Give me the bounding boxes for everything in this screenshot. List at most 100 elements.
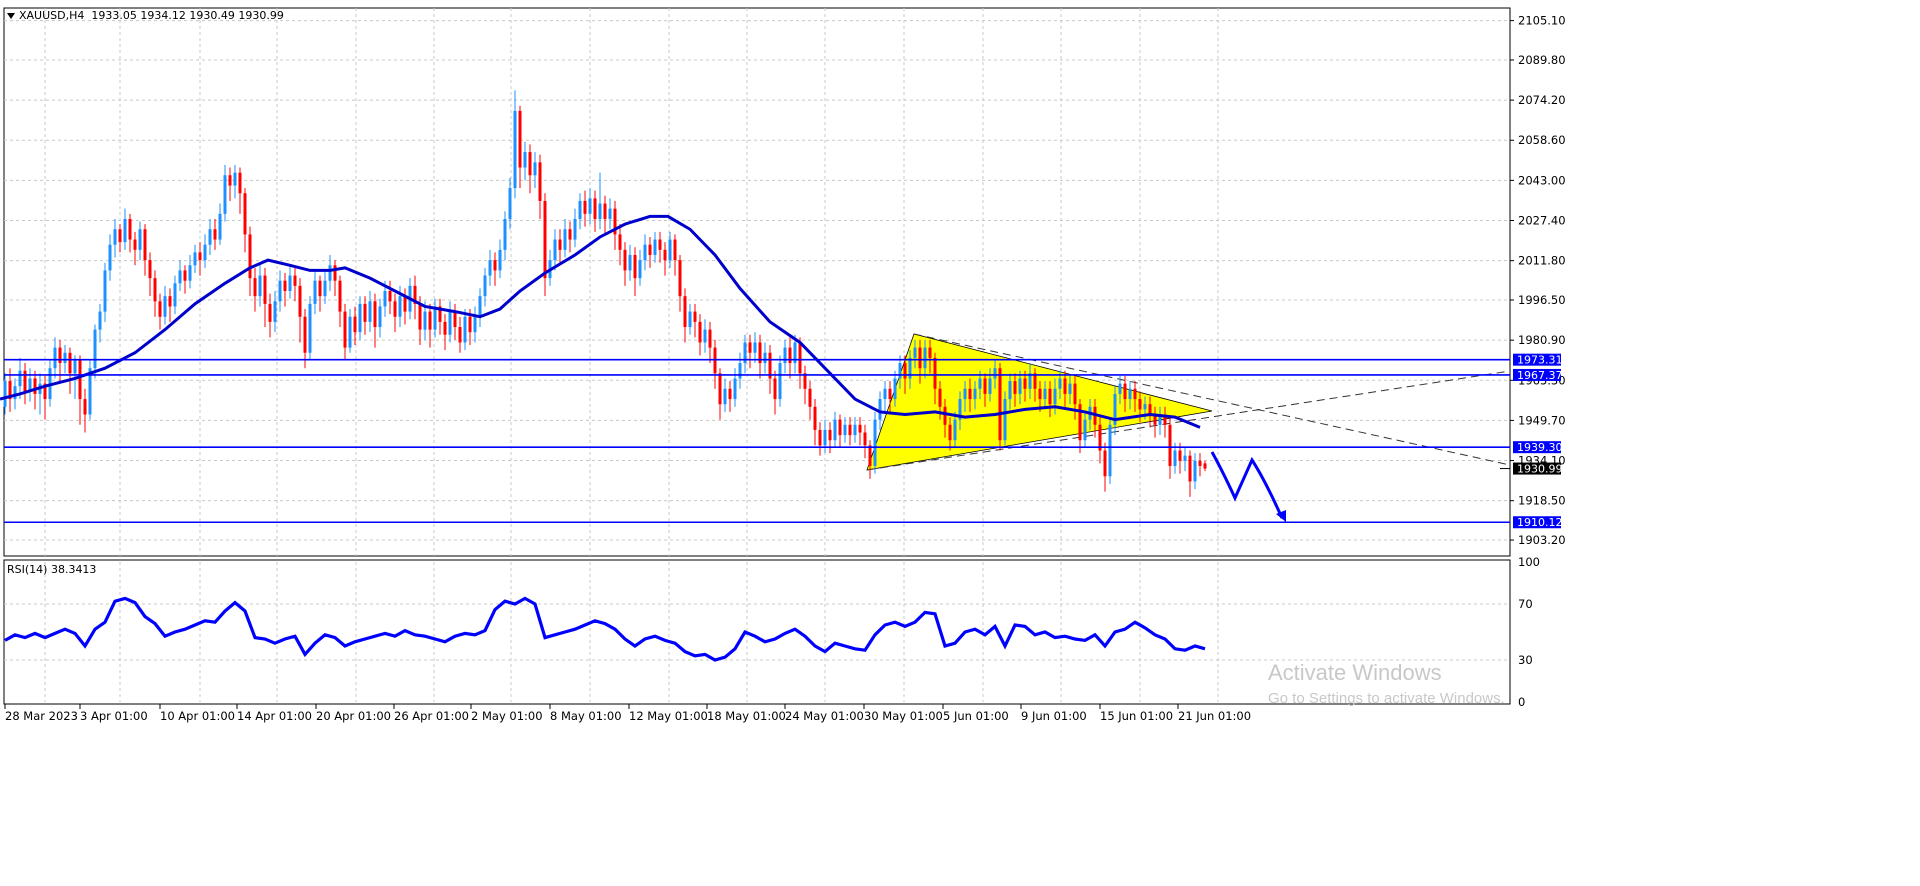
candle-body: [973, 388, 977, 400]
moving-average-line: [0, 214, 1201, 429]
candle-body: [788, 347, 792, 364]
candle-body: [343, 311, 347, 348]
candle-body: [1083, 419, 1087, 441]
candle-body: [1188, 455, 1192, 482]
projected-path-drawing[interactable]: [1210, 451, 1284, 519]
candle-body: [718, 373, 722, 405]
candle-body: [198, 252, 202, 261]
candle-body: [588, 198, 592, 214]
time-tick-label: 5 Jun 01:00: [943, 709, 1009, 723]
candle-body: [103, 270, 107, 312]
candle-body: [138, 229, 142, 250]
candle-body: [1123, 383, 1127, 400]
candle-body: [233, 172, 237, 186]
level-price-labels: 1973.31 1967.37 1939.30 1910.12 1930.99: [1500, 353, 1563, 529]
candle-body: [613, 208, 617, 235]
candle-body: [1173, 450, 1177, 466]
candle-body: [878, 399, 882, 420]
candle-body: [1033, 373, 1037, 389]
candle-body: [423, 311, 427, 330]
candle-body: [628, 254, 632, 271]
price-tick-label: 2027.40: [1518, 214, 1566, 228]
triangle-down-icon[interactable]: [7, 12, 15, 19]
candle-body: [608, 208, 612, 219]
candle-body: [1018, 378, 1022, 394]
level-label-box: [1513, 441, 1561, 454]
candle-body: [283, 280, 287, 292]
candle-body: [473, 316, 477, 333]
rsi-level-label: 100: [1518, 555, 1540, 569]
candle-body: [148, 260, 152, 279]
time-tick-label: 14 Apr 01:00: [237, 709, 312, 723]
candle-body: [1198, 460, 1202, 466]
lower-trendline[interactable]: [866, 370, 1511, 471]
candle-body: [43, 383, 47, 400]
candle-body: [458, 327, 462, 343]
candle-body: [623, 249, 627, 271]
candle-body: [903, 363, 907, 379]
candle-body: [383, 291, 387, 307]
candle-body: [133, 239, 137, 250]
candle-body: [693, 311, 697, 322]
candle-body: [88, 368, 92, 415]
candle-body: [938, 388, 942, 407]
candle-body: [403, 296, 407, 312]
candle-body: [123, 218, 127, 243]
candle-body: [1043, 388, 1047, 400]
candle-body: [388, 291, 392, 302]
candle-body: [738, 363, 742, 379]
candle-body: [223, 175, 227, 214]
candle-body: [358, 303, 362, 333]
candle-body: [1048, 388, 1052, 405]
candle-body: [728, 388, 732, 400]
candle-body: [213, 229, 217, 240]
candle-body: [763, 352, 767, 364]
candle-body: [923, 347, 927, 369]
level-label-box: [1513, 516, 1561, 529]
candle-body: [313, 280, 317, 304]
candle-body: [863, 432, 867, 446]
candle-body: [428, 311, 432, 330]
candle-body: [633, 254, 637, 279]
candle-body: [263, 275, 267, 304]
level-label-text: 1939.30: [1517, 441, 1563, 454]
candle-body: [603, 203, 607, 219]
candle-body: [333, 265, 337, 281]
candle-body: [538, 162, 542, 201]
current-price-box: [1513, 462, 1561, 475]
candle-body: [483, 275, 487, 297]
candle-body: [638, 260, 642, 279]
candle-body: [373, 301, 377, 328]
candle-body: [68, 352, 72, 374]
candle-body: [1203, 463, 1207, 469]
candle-body: [1108, 424, 1112, 477]
candle-body: [688, 311, 692, 328]
horizontal-levels[interactable]: [4, 358, 1510, 524]
candle-body: [238, 172, 242, 194]
candle-body: [998, 368, 1002, 441]
candle-body: [708, 329, 712, 348]
candle-body: [488, 260, 492, 276]
candle-body: [1068, 383, 1072, 394]
candle-body: [58, 347, 62, 364]
candle-body: [778, 363, 782, 400]
grid-lines: [4, 8, 1510, 702]
projected-arrowhead: [1276, 510, 1286, 522]
candle-body: [1148, 404, 1152, 415]
candle-body: [328, 265, 332, 281]
activation-watermark: Activate Windows Go to Settings to activ…: [1268, 660, 1505, 707]
candle-body: [808, 388, 812, 407]
candle-body: [963, 388, 967, 400]
symbol-info: XAUUSD,H4 1933.05 1934.12 1930.49 1930.9…: [19, 9, 284, 22]
candle-body: [218, 213, 222, 240]
price-tick-label: 2043.00: [1518, 173, 1566, 187]
candle-body: [698, 321, 702, 343]
candle-body: [53, 347, 57, 369]
candle-body: [308, 303, 312, 353]
upper-trendline[interactable]: [913, 333, 1511, 466]
candle-body: [183, 270, 187, 281]
time-tick-label: 24 May 01:00: [785, 709, 864, 723]
candle-body: [653, 239, 657, 255]
